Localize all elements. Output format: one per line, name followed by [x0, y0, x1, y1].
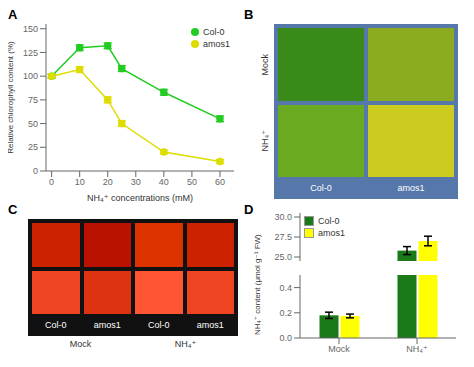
html-text:amos1: amos1 — [318, 228, 345, 238]
svg-text:Mock: Mock — [328, 344, 350, 354]
svg-text:NH₄⁺: NH₄⁺ — [406, 344, 428, 354]
html-text:D: D — [244, 202, 254, 217]
html-text:Col-0: Col-0 — [203, 27, 225, 37]
svg-text:100: 100 — [23, 71, 38, 81]
svg-text:0: 0 — [49, 177, 54, 187]
html-text:C: C — [8, 202, 18, 217]
html-text:amos1: amos1 — [196, 320, 224, 330]
html-text:A: A — [8, 7, 18, 22]
svg-text:27.5: 27.5 — [274, 232, 292, 242]
svg-text:0.2: 0.2 — [279, 308, 292, 318]
html-text:amos1: amos1 — [397, 183, 425, 193]
svg-text:25: 25 — [28, 142, 38, 152]
svg-text:20: 20 — [103, 177, 113, 187]
html-text:amos1: amos1 — [93, 320, 121, 330]
html-text:Col-0: Col-0 — [45, 320, 67, 330]
html-text:Mock: Mock — [69, 339, 92, 349]
svg-text:60: 60 — [215, 177, 225, 187]
svg-text:150: 150 — [23, 24, 38, 34]
svg-text:25.0: 25.0 — [274, 252, 292, 262]
html-text:Col-0: Col-0 — [310, 183, 332, 193]
svg-text:0.0: 0.0 — [279, 333, 292, 343]
svg-text:NH₄⁺ concentrations (mM): NH₄⁺ concentrations (mM) — [87, 193, 193, 203]
svg-text:0.4: 0.4 — [279, 283, 292, 293]
svg-text:50: 50 — [187, 177, 197, 187]
svg-text:Relative chlorophyll content (: Relative chlorophyll content (%) — [8, 41, 15, 154]
html-text:Col-0: Col-0 — [148, 320, 170, 330]
svg-text:125: 125 — [23, 48, 38, 58]
html-text:NH₄⁺: NH₄⁺ — [174, 339, 197, 349]
html-text:Mock: Mock — [260, 53, 270, 75]
svg-text:30.0: 30.0 — [274, 212, 292, 222]
svg-text:40: 40 — [159, 177, 169, 187]
svg-text:10: 10 — [75, 177, 85, 187]
html-text:NH₄⁺: NH₄⁺ — [260, 130, 270, 152]
html-text:amos1: amos1 — [203, 39, 230, 49]
html-text:B: B — [244, 7, 254, 22]
html-text:Col-0: Col-0 — [318, 216, 340, 226]
svg-text:0: 0 — [33, 166, 38, 176]
svg-text:30: 30 — [131, 177, 141, 187]
svg-text:50: 50 — [28, 119, 38, 129]
svg-text:75: 75 — [28, 95, 38, 105]
html-text:NH₄⁺ content (μmol g⁻¹ FW): NH₄⁺ content (μmol g⁻¹ FW) — [252, 234, 262, 335]
